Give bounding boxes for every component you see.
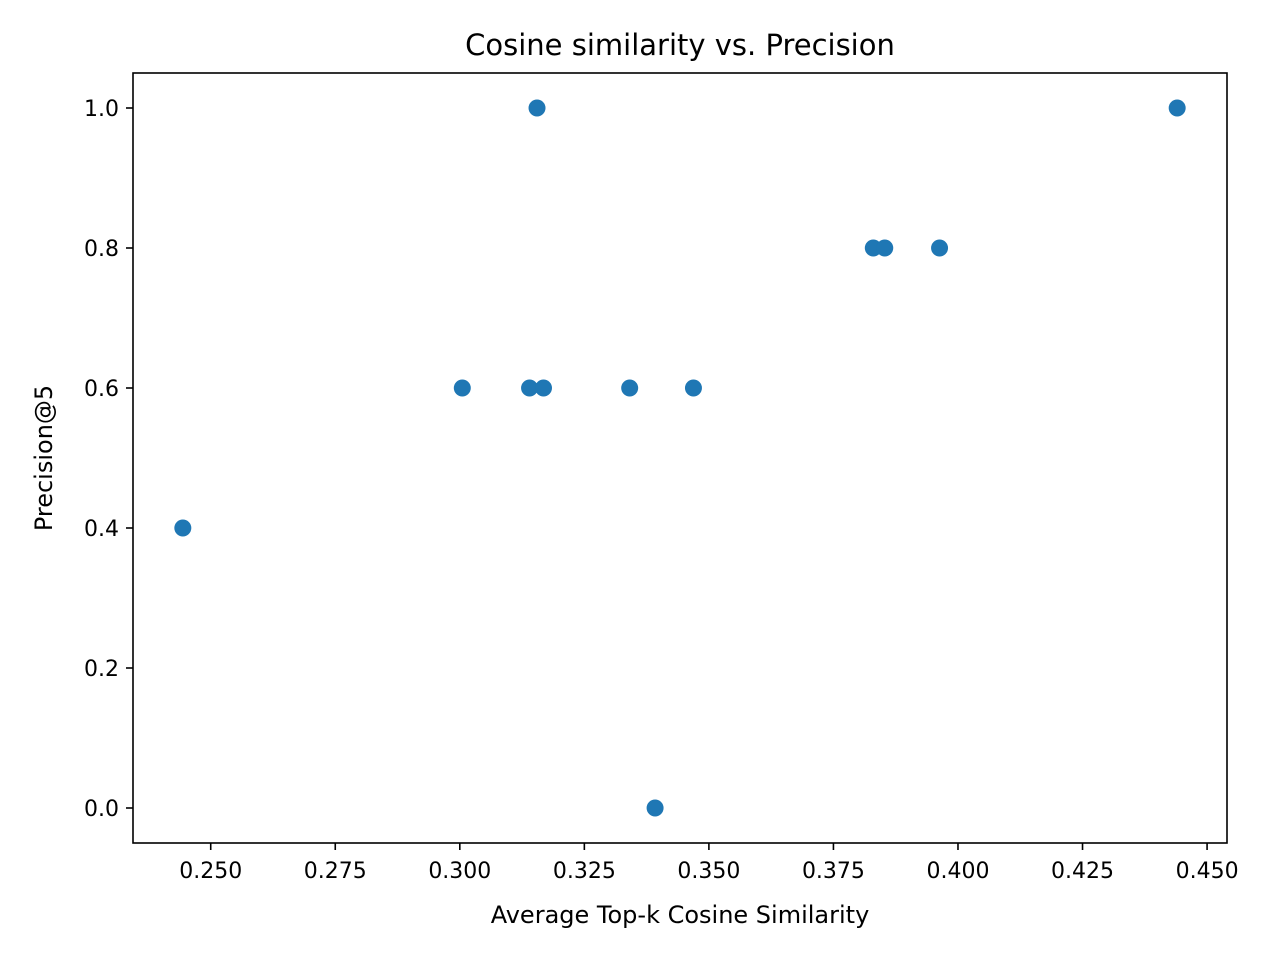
x-tick-label: 0.425 <box>1051 859 1114 884</box>
data-point <box>684 379 702 397</box>
y-axis-label: Precision@5 <box>30 385 58 531</box>
x-tick-label: 0.325 <box>553 859 616 884</box>
y-tick-label: 0.4 <box>84 517 119 542</box>
data-point <box>646 799 664 817</box>
y-tick-label: 0.0 <box>84 797 119 822</box>
x-tick-label: 0.375 <box>802 859 865 884</box>
data-point <box>931 239 949 257</box>
data-point <box>621 379 639 397</box>
y-tick-label: 0.2 <box>84 657 119 682</box>
x-tick-label: 0.400 <box>926 859 989 884</box>
data-point <box>534 379 552 397</box>
data-point <box>1168 99 1186 117</box>
plot-area-frame <box>132 72 1228 844</box>
data-point <box>174 519 192 537</box>
y-tick-label: 1.0 <box>84 97 119 122</box>
data-points <box>174 99 1186 817</box>
data-point <box>876 239 894 257</box>
y-tick-label: 0.8 <box>84 237 119 262</box>
data-point <box>453 379 471 397</box>
x-tick-label: 0.300 <box>428 859 491 884</box>
chart-title: Cosine similarity vs. Precision <box>465 28 895 62</box>
data-point <box>528 99 546 117</box>
x-tick-label: 0.450 <box>1176 859 1239 884</box>
x-tick-label: 0.275 <box>304 859 367 884</box>
x-axis-label: Average Top-k Cosine Similarity <box>491 901 870 929</box>
y-axis-ticks: 0.0 0.2 0.4 0.6 0.8 1.0 <box>84 97 133 822</box>
y-tick-label: 0.6 <box>84 377 119 402</box>
data-point <box>521 379 539 397</box>
x-tick-label: 0.350 <box>677 859 740 884</box>
x-axis-ticks: 0.250 0.275 0.300 0.325 0.350 0.375 0.400 0.425… <box>179 843 1239 884</box>
x-tick-label: 0.250 <box>179 859 242 884</box>
